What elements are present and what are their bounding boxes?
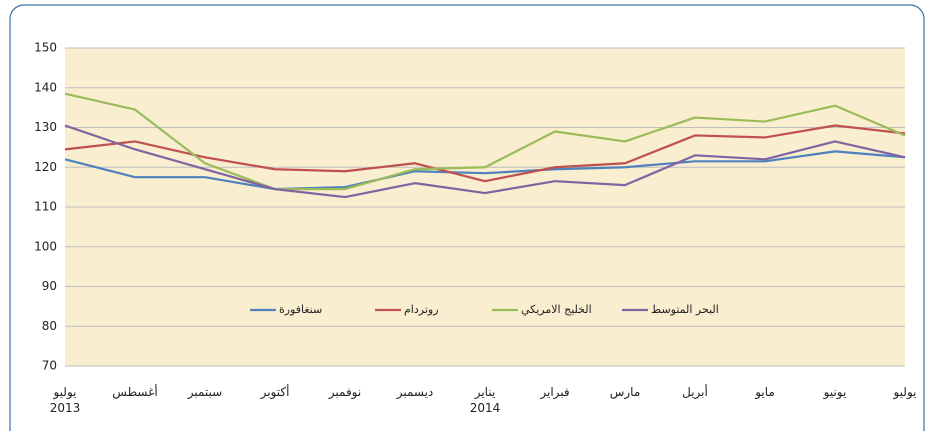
frame <box>9 4 925 431</box>
x-tick-label: أكتوبر <box>260 385 290 399</box>
y-tick-label: 120 <box>34 160 57 174</box>
y-tick-label: 110 <box>34 200 57 214</box>
x-tick-label: مارس <box>609 385 641 399</box>
x-tick-label: يوليو <box>893 385 917 399</box>
x-tick-label: يوليو 2013 <box>49 385 81 415</box>
x-tick-label: يونيو <box>823 385 847 399</box>
x-tick-label: سبتمبر <box>187 385 223 399</box>
x-tick-label: ديسمبر <box>396 385 434 399</box>
x-tick-label: أبريل <box>682 385 708 399</box>
x-tick-label: نوفمبر <box>328 385 362 399</box>
x-tick-label: فبراير <box>540 385 570 399</box>
line-series <box>64 150 906 191</box>
line-series <box>64 92 906 191</box>
legend-label: روتردام <box>404 303 439 316</box>
line-series <box>64 124 906 199</box>
x-tick-label: يناير 2014 <box>469 385 501 415</box>
y-tick-label: 80 <box>42 319 57 333</box>
legend-label: البحر المتوسط <box>651 303 719 316</box>
x-tick-label: أغسطس <box>112 385 158 399</box>
y-tick-label: 140 <box>34 80 57 94</box>
y-tick-label: 100 <box>34 239 57 253</box>
legend-label: سنغافورة <box>279 303 322 316</box>
x-tick-label: مايو <box>755 385 775 399</box>
line-series <box>64 124 906 183</box>
y-tick-label: 70 <box>42 359 57 373</box>
y-tick-label: 90 <box>42 279 57 293</box>
y-tick-label: 130 <box>34 120 57 134</box>
y-tick-label: 150 <box>34 41 57 55</box>
legend-label: الخليج الامريكي <box>521 303 592 316</box>
